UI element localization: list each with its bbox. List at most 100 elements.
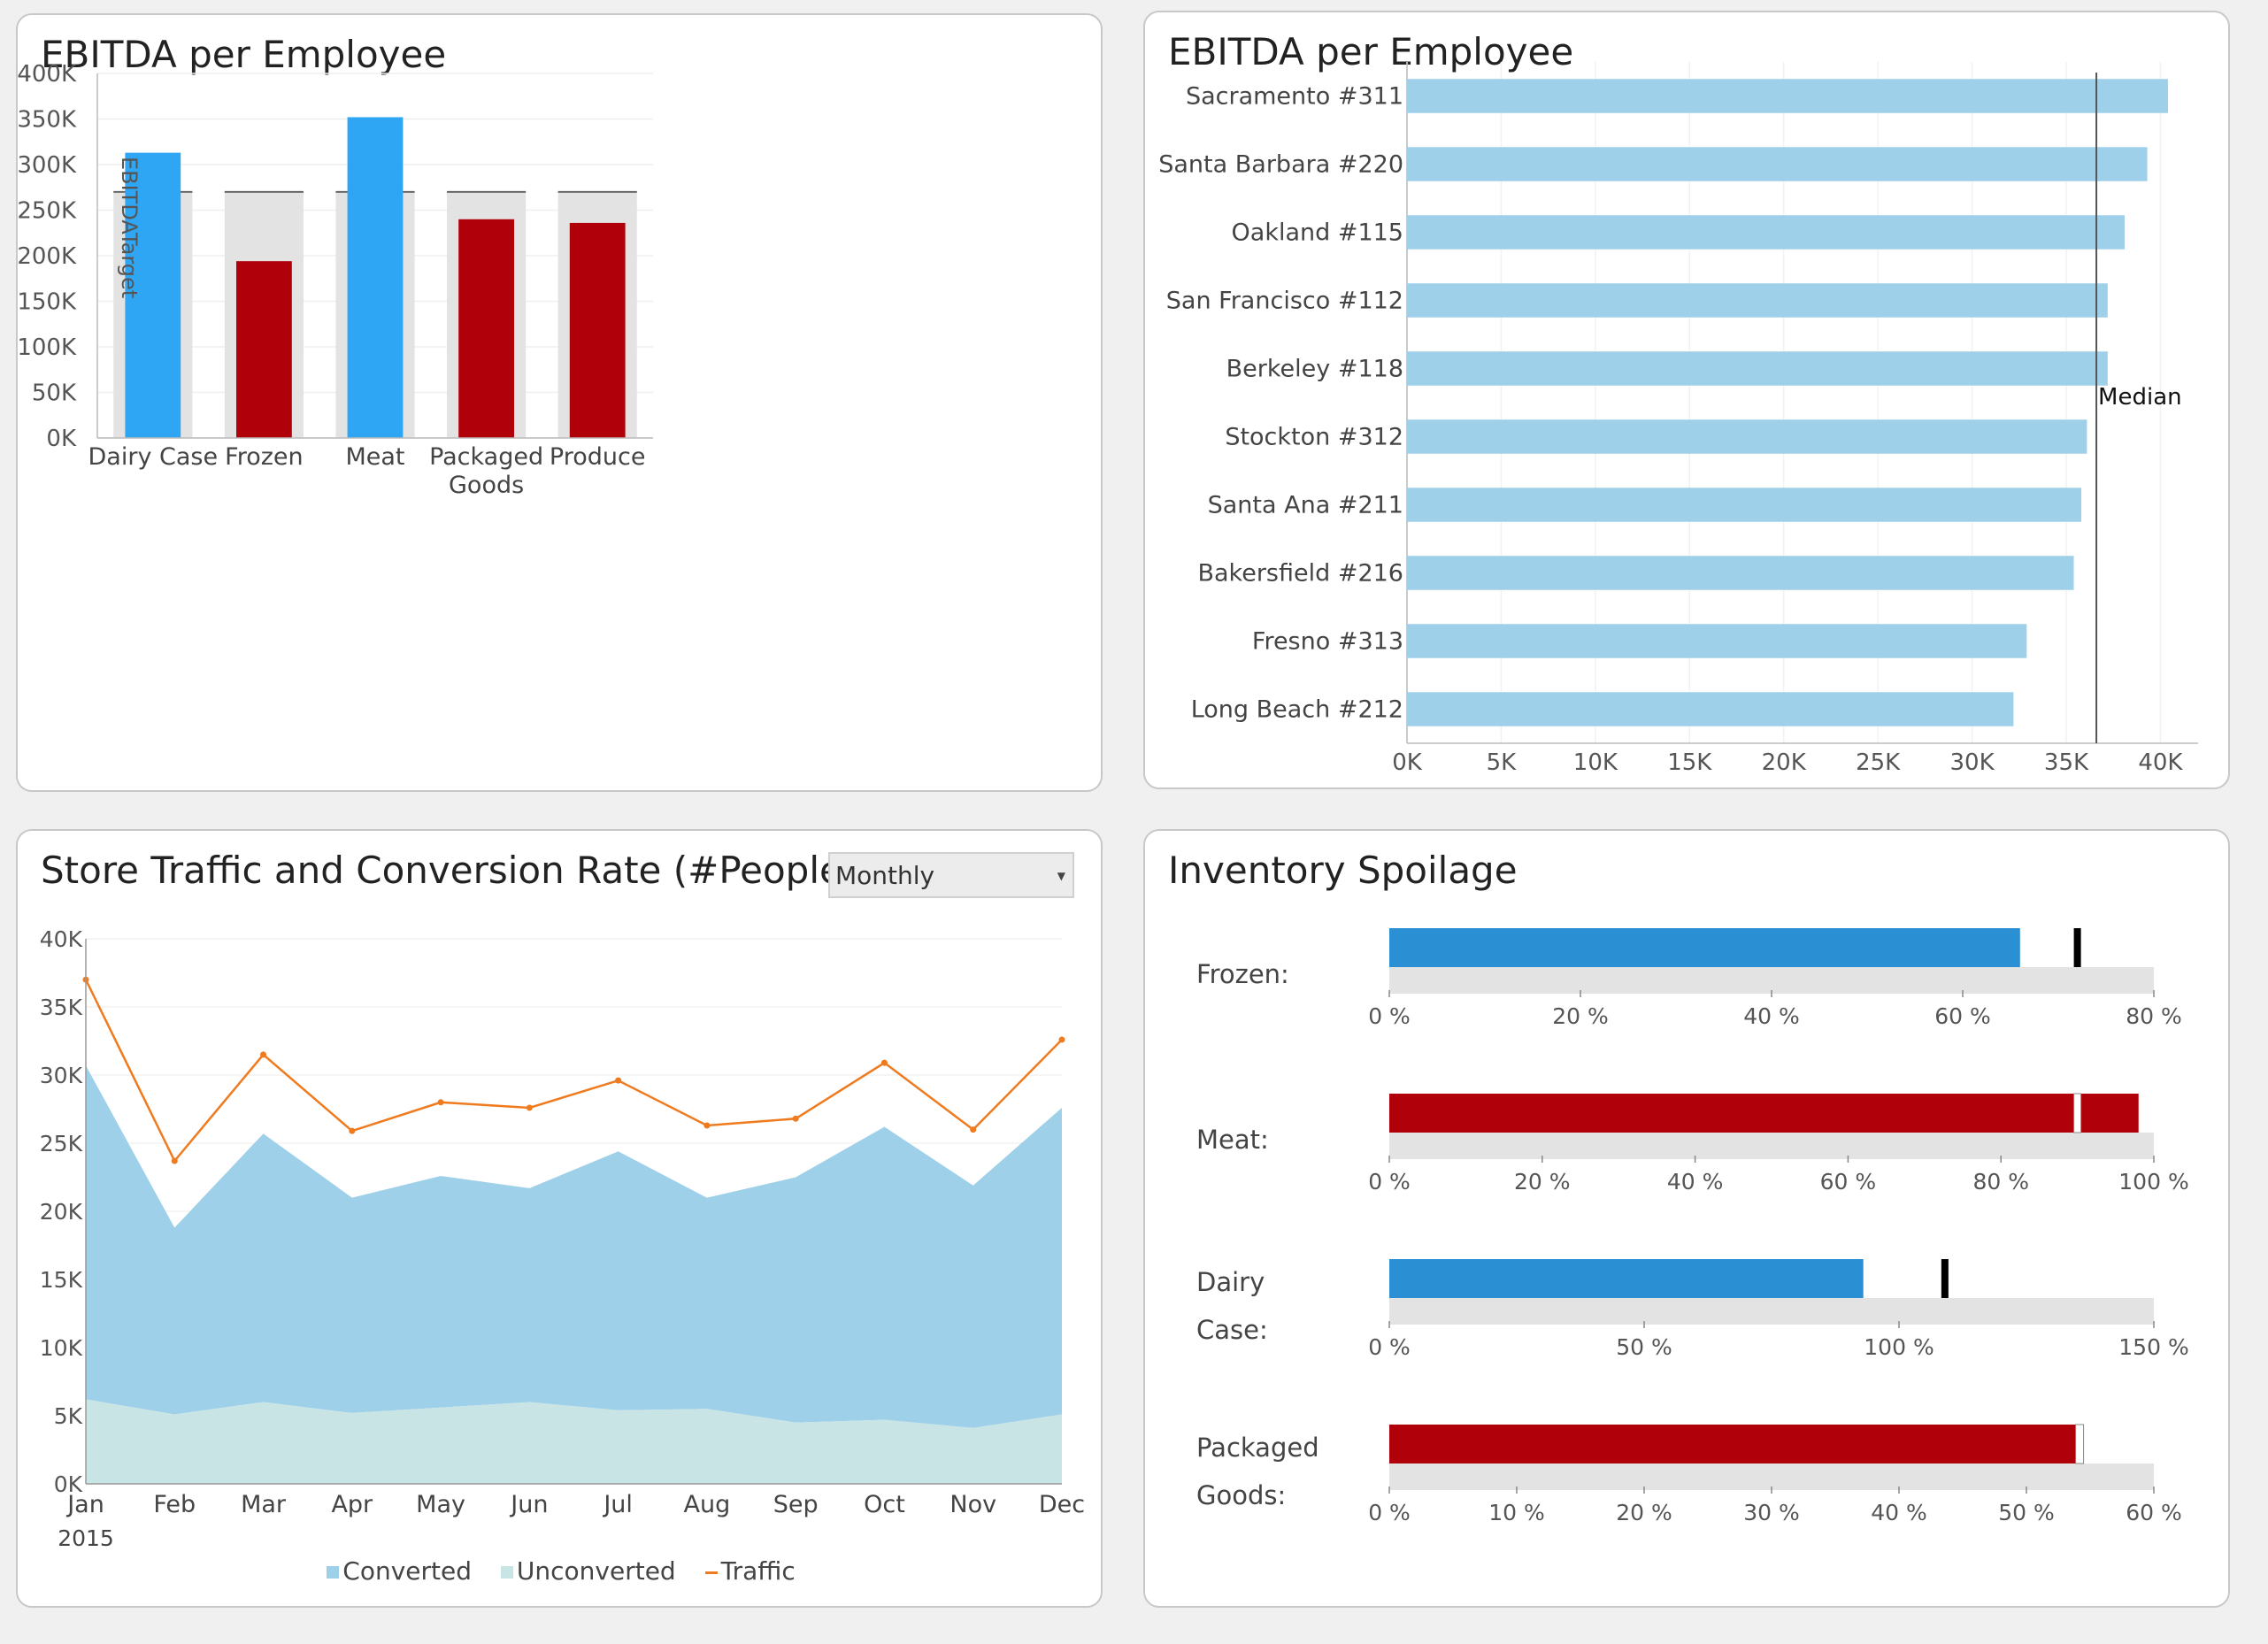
bullet-value-bar xyxy=(1389,928,2020,967)
y-tick-label: 100K xyxy=(18,334,77,361)
bullet-tick-label: 0 % xyxy=(1368,1500,1411,1525)
traffic-point xyxy=(703,1122,711,1129)
panel-title: EBITDA per Employee xyxy=(41,33,447,76)
bullet-label: Meat: xyxy=(1196,1125,1269,1155)
bullet-range xyxy=(1389,1298,2154,1325)
bar xyxy=(236,261,292,438)
x-tick-label: Jan xyxy=(65,1491,104,1518)
y-tick-label: Sacramento #311 xyxy=(1186,83,1403,111)
bar xyxy=(347,117,404,438)
bullet-tick-label: 60 % xyxy=(2126,1500,2182,1525)
traffic-point xyxy=(437,1099,444,1106)
bullet-tick-label: 80 % xyxy=(2126,1003,2182,1029)
y-tick-label: 150K xyxy=(18,289,77,316)
y-tick-label: 5K xyxy=(54,1403,83,1429)
chart-legend: Converted Unconverted Traffic xyxy=(18,1556,1104,1586)
bar xyxy=(1407,419,2087,454)
x-tick-label: Nov xyxy=(949,1491,996,1518)
bullet-target-marker xyxy=(1941,1259,1949,1298)
legend-item-unconverted[interactable]: Unconverted xyxy=(500,1556,676,1586)
y-tick-label: 10K xyxy=(40,1335,83,1361)
traffic-point xyxy=(171,1157,178,1164)
period-select[interactable]: Monthly ▼ xyxy=(828,852,1074,898)
x-tick-label: Frozen xyxy=(225,443,304,471)
traffic-point xyxy=(526,1104,533,1111)
x-tick-label: Meat xyxy=(345,443,404,471)
bullet-tick-label: 40 % xyxy=(1871,1500,1927,1525)
bullet-value-bar xyxy=(1389,1425,2078,1463)
median-label: Median xyxy=(2098,384,2182,411)
bullet-tick-label: 30 % xyxy=(1743,1500,1800,1525)
x-tick-label: Aug xyxy=(684,1491,731,1518)
bar xyxy=(1407,351,2108,386)
y-tick-label: Oakland #115 xyxy=(1232,219,1403,247)
y-tick-label: 350K xyxy=(18,107,77,134)
area-unconverted xyxy=(86,1399,1062,1484)
bar xyxy=(458,219,514,438)
x-tick-label: Oct xyxy=(864,1491,905,1518)
bar xyxy=(1407,215,2125,250)
spoilage-chart: 0 % 20 % 40 % 60 % 80 % Frozen: 0 % 20 % 40 % 60 … xyxy=(1196,928,2189,1525)
y-tick-label: 300K xyxy=(18,152,77,179)
area-converted xyxy=(86,1065,1062,1428)
bullet-tick-label: 150 % xyxy=(2118,1334,2188,1360)
traffic-point xyxy=(970,1126,977,1133)
legend-swatch xyxy=(500,1566,513,1579)
x-tick-label: 15K xyxy=(1667,749,1712,776)
bullet-tick-label: 60 % xyxy=(1934,1003,1991,1029)
y-tick-label: Santa Ana #211 xyxy=(1208,492,1403,519)
legend-item-converted[interactable]: Converted xyxy=(327,1556,472,1586)
bullet-tick-label: 0 % xyxy=(1368,1169,1411,1195)
x-tick-label: Jun xyxy=(509,1491,548,1518)
bullet-tick-label: 50 % xyxy=(1616,1334,1672,1360)
bullet-tick-label: 20 % xyxy=(1552,1003,1609,1029)
bar xyxy=(1407,147,2148,181)
y-tick-label: 50K xyxy=(32,380,77,407)
period-select-value: Monthly xyxy=(835,861,935,890)
bullet-tick-label: 80 % xyxy=(1972,1169,2029,1195)
bullet-tick-label: 40 % xyxy=(1667,1169,1724,1195)
y-tick-label: Stockton #312 xyxy=(1225,424,1403,451)
traffic-point xyxy=(792,1115,799,1122)
x-tick-label: May xyxy=(416,1491,465,1518)
bullet-tick-label: 20 % xyxy=(1514,1169,1571,1195)
ebitda-category-chart: 0K 50K 100K 150K 200K 250K 300K 350K 400K Dairy C… xyxy=(18,61,653,499)
traffic-point xyxy=(880,1059,888,1066)
bullet-value-bar xyxy=(1389,1259,1864,1298)
bullet-label: Case: xyxy=(1196,1315,1268,1345)
legend-label: Converted xyxy=(342,1556,472,1586)
y-tick-label: 0K xyxy=(54,1471,83,1497)
legend-label: Unconverted xyxy=(516,1556,676,1586)
x-tick-label: Dec xyxy=(1039,1491,1085,1518)
traffic-panel: Store Traffic and Conversion Rate (#Peop… xyxy=(16,829,1103,1608)
traffic-point xyxy=(260,1051,267,1058)
x-tick-label: Produce xyxy=(550,443,646,471)
traffic-chart: 0K 5K 10K 15K 20K 25K 30K 35K 40K Jan Feb Mar Apr May… xyxy=(40,926,1085,1551)
target-label: EBITDATarget xyxy=(117,157,142,298)
panel-title: Inventory Spoilage xyxy=(1168,849,1518,892)
bar xyxy=(1407,692,2014,726)
legend-swatch xyxy=(327,1566,340,1579)
bullet-range xyxy=(1389,967,2154,994)
bar xyxy=(1407,283,2108,318)
x-tick-label: Feb xyxy=(153,1491,196,1518)
x-tick-label: Goods xyxy=(449,472,524,499)
y-tick-label: Long Beach #212 xyxy=(1191,696,1403,724)
y-tick-label: 25K xyxy=(40,1131,83,1156)
x-tick-label: 0K xyxy=(1392,749,1423,776)
legend-swatch xyxy=(704,1571,718,1574)
y-tick-label: Fresno #313 xyxy=(1252,628,1403,656)
bullet-label: Goods: xyxy=(1196,1480,1286,1510)
x-tick-label: 25K xyxy=(1856,749,1901,776)
bullet-label: Frozen: xyxy=(1196,959,1289,989)
panel-title: EBITDA per Employee xyxy=(1168,30,1574,73)
y-tick-label: 250K xyxy=(18,198,77,225)
bullet-value-bar xyxy=(1389,1094,2139,1133)
ebitda-store-chart: 0K 5K 10K 15K 20K 25K 30K 35K 40K Sacramento #311… xyxy=(1158,62,2198,776)
y-tick-label: 0K xyxy=(46,426,77,452)
bullet-target-marker xyxy=(2075,1424,2085,1464)
legend-item-traffic[interactable]: Traffic xyxy=(704,1556,796,1586)
bullet-range xyxy=(1389,1463,2154,1490)
y-tick-label: Santa Barbara #220 xyxy=(1158,151,1403,179)
y-tick-label: 20K xyxy=(40,1199,83,1225)
